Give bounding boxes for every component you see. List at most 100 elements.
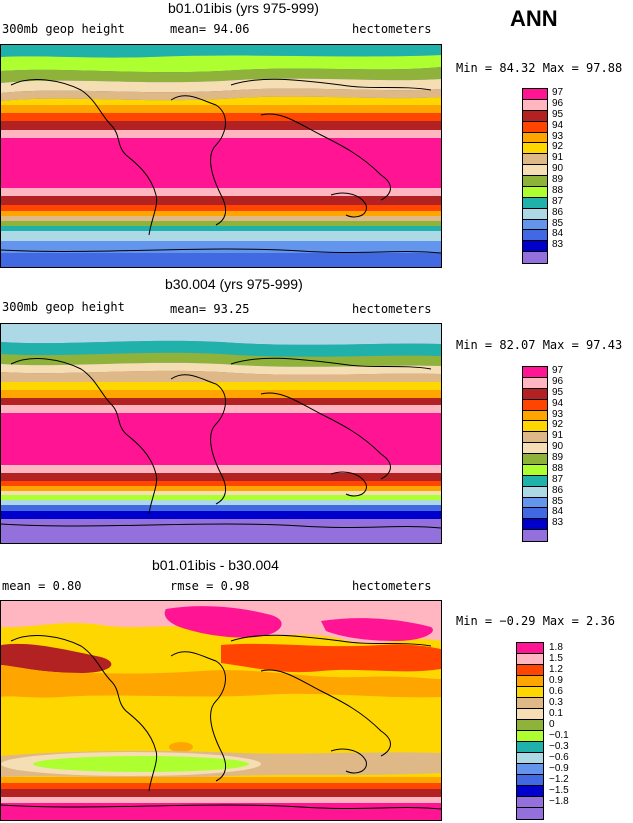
panel2-units-label: hectometers	[352, 302, 432, 316]
colorbar-swatch	[523, 99, 547, 111]
colorbar-swatch	[523, 197, 547, 209]
colorbar-label	[552, 251, 592, 262]
colorbar-swatch	[517, 676, 543, 687]
panel2-contour-map	[1, 324, 441, 543]
colorbar-label: 94	[552, 119, 564, 131]
colorbar-label: 97	[552, 365, 564, 376]
colorbar-swatch	[523, 443, 547, 454]
colorbar-label: −1.8	[549, 796, 569, 807]
colorbar-label: 83	[552, 517, 564, 529]
colorbar-label	[549, 807, 599, 818]
panel1-colorbar-labels: 97 96 95 94 93 92 91 90 89 88 87 86 85 84 83	[552, 87, 592, 262]
colorbar-label: 86	[552, 484, 564, 496]
colorbar-swatch	[523, 410, 547, 422]
colorbar-label: 84	[552, 506, 564, 518]
colorbar-label: 93	[552, 130, 564, 142]
panel3-title: b01.01ibis - b30.004	[152, 557, 279, 573]
colorbar-swatch	[523, 367, 547, 378]
panel2-minmax: Min = 82.07 Max = 97.43	[456, 338, 623, 352]
colorbar-label	[552, 529, 592, 540]
panel3-units-label: hectometers	[352, 579, 432, 593]
panel3-rmse-label: rmse = 0.98	[170, 579, 250, 593]
colorbar-label: 93	[552, 408, 564, 420]
colorbar-label: 0.6	[549, 686, 563, 697]
panel3-map	[0, 600, 442, 821]
colorbar-label: 97	[552, 87, 564, 98]
colorbar-swatch	[517, 786, 543, 797]
colorbar-swatch	[523, 399, 547, 411]
panel1-colorbar	[522, 88, 548, 264]
colorbar-label: 91	[552, 152, 564, 164]
panel2-colorbar	[522, 366, 548, 542]
colorbar-label: 84	[552, 228, 564, 240]
colorbar-swatch	[523, 421, 547, 433]
colorbar-label: 88	[552, 184, 564, 196]
colorbar-swatch	[523, 497, 547, 509]
colorbar-label: 87	[552, 195, 564, 207]
colorbar-swatch	[517, 775, 543, 786]
colorbar-label: 1.5	[549, 653, 563, 664]
colorbar-swatch	[523, 432, 547, 444]
panel2-title: b30.004 (yrs 975-999)	[165, 276, 303, 292]
colorbar-swatch	[517, 731, 543, 742]
panel1-title: b01.01ibis (yrs 975-999)	[168, 0, 319, 16]
colorbar-swatch	[523, 143, 547, 155]
colorbar-label: 95	[552, 386, 564, 398]
colorbar-swatch	[517, 742, 543, 753]
panel1-mean-label: mean= 94.06	[170, 22, 250, 36]
colorbar-label: 87	[552, 473, 564, 485]
colorbar-swatch	[523, 219, 547, 231]
colorbar-label: −0.6	[549, 752, 569, 763]
colorbar-swatch	[517, 665, 543, 676]
panel3-colorbar	[516, 642, 544, 820]
season-label: ANN	[510, 6, 558, 31]
colorbar-label: 0.1	[549, 708, 563, 719]
colorbar-swatch	[517, 797, 543, 808]
colorbar-swatch	[517, 687, 543, 698]
colorbar-label: 91	[552, 430, 564, 442]
colorbar-swatch	[523, 186, 547, 198]
colorbar-swatch	[523, 377, 547, 389]
colorbar-label: 83	[552, 239, 564, 251]
colorbar-swatch	[523, 530, 547, 541]
colorbar-label: 89	[552, 174, 564, 185]
colorbar-label: −0.3	[549, 741, 569, 752]
colorbar-swatch	[523, 508, 547, 520]
colorbar-swatch	[523, 241, 547, 253]
panel1-units-label: hectometers	[352, 22, 432, 36]
colorbar-label: 1.8	[549, 642, 563, 653]
colorbar-label: 96	[552, 97, 564, 109]
panel2-map	[0, 323, 442, 544]
colorbar-label: 85	[552, 495, 564, 507]
panel2-colorbar-labels: 97 96 95 94 93 92 91 90 89 88 87 86 85 84 83	[552, 365, 592, 540]
colorbar-swatch	[523, 230, 547, 242]
colorbar-label: 0.3	[549, 697, 563, 708]
colorbar-label: 88	[552, 462, 564, 474]
colorbar-label: 95	[552, 108, 564, 120]
colorbar-swatch	[523, 132, 547, 144]
panel3-contour-map	[1, 601, 441, 820]
colorbar-swatch	[523, 121, 547, 133]
colorbar-swatch	[523, 165, 547, 176]
panel2-mean-label: mean= 93.25	[170, 302, 250, 316]
colorbar-swatch	[523, 486, 547, 498]
colorbar-swatch	[523, 519, 547, 531]
colorbar-swatch	[523, 464, 547, 476]
colorbar-swatch	[517, 753, 543, 764]
colorbar-swatch	[523, 176, 547, 187]
colorbar-label: 90	[552, 441, 564, 453]
colorbar-swatch	[523, 89, 547, 100]
colorbar-label: 86	[552, 206, 564, 218]
colorbar-label: −1.2	[549, 774, 569, 785]
colorbar-label: 1.2	[549, 664, 563, 675]
colorbar-swatch	[517, 698, 543, 709]
colorbar-swatch	[517, 764, 543, 775]
colorbar-swatch	[517, 709, 543, 720]
colorbar-swatch	[523, 388, 547, 400]
panel3-mean-label: mean = 0.80	[2, 579, 82, 593]
colorbar-label: 0.9	[549, 675, 563, 686]
panel1-minmax: Min = 84.32 Max = 97.88	[456, 61, 623, 75]
colorbar-label: 0	[549, 719, 555, 730]
panel1-map	[0, 44, 442, 268]
panel1-variable-label: 300mb geop height	[2, 22, 125, 36]
